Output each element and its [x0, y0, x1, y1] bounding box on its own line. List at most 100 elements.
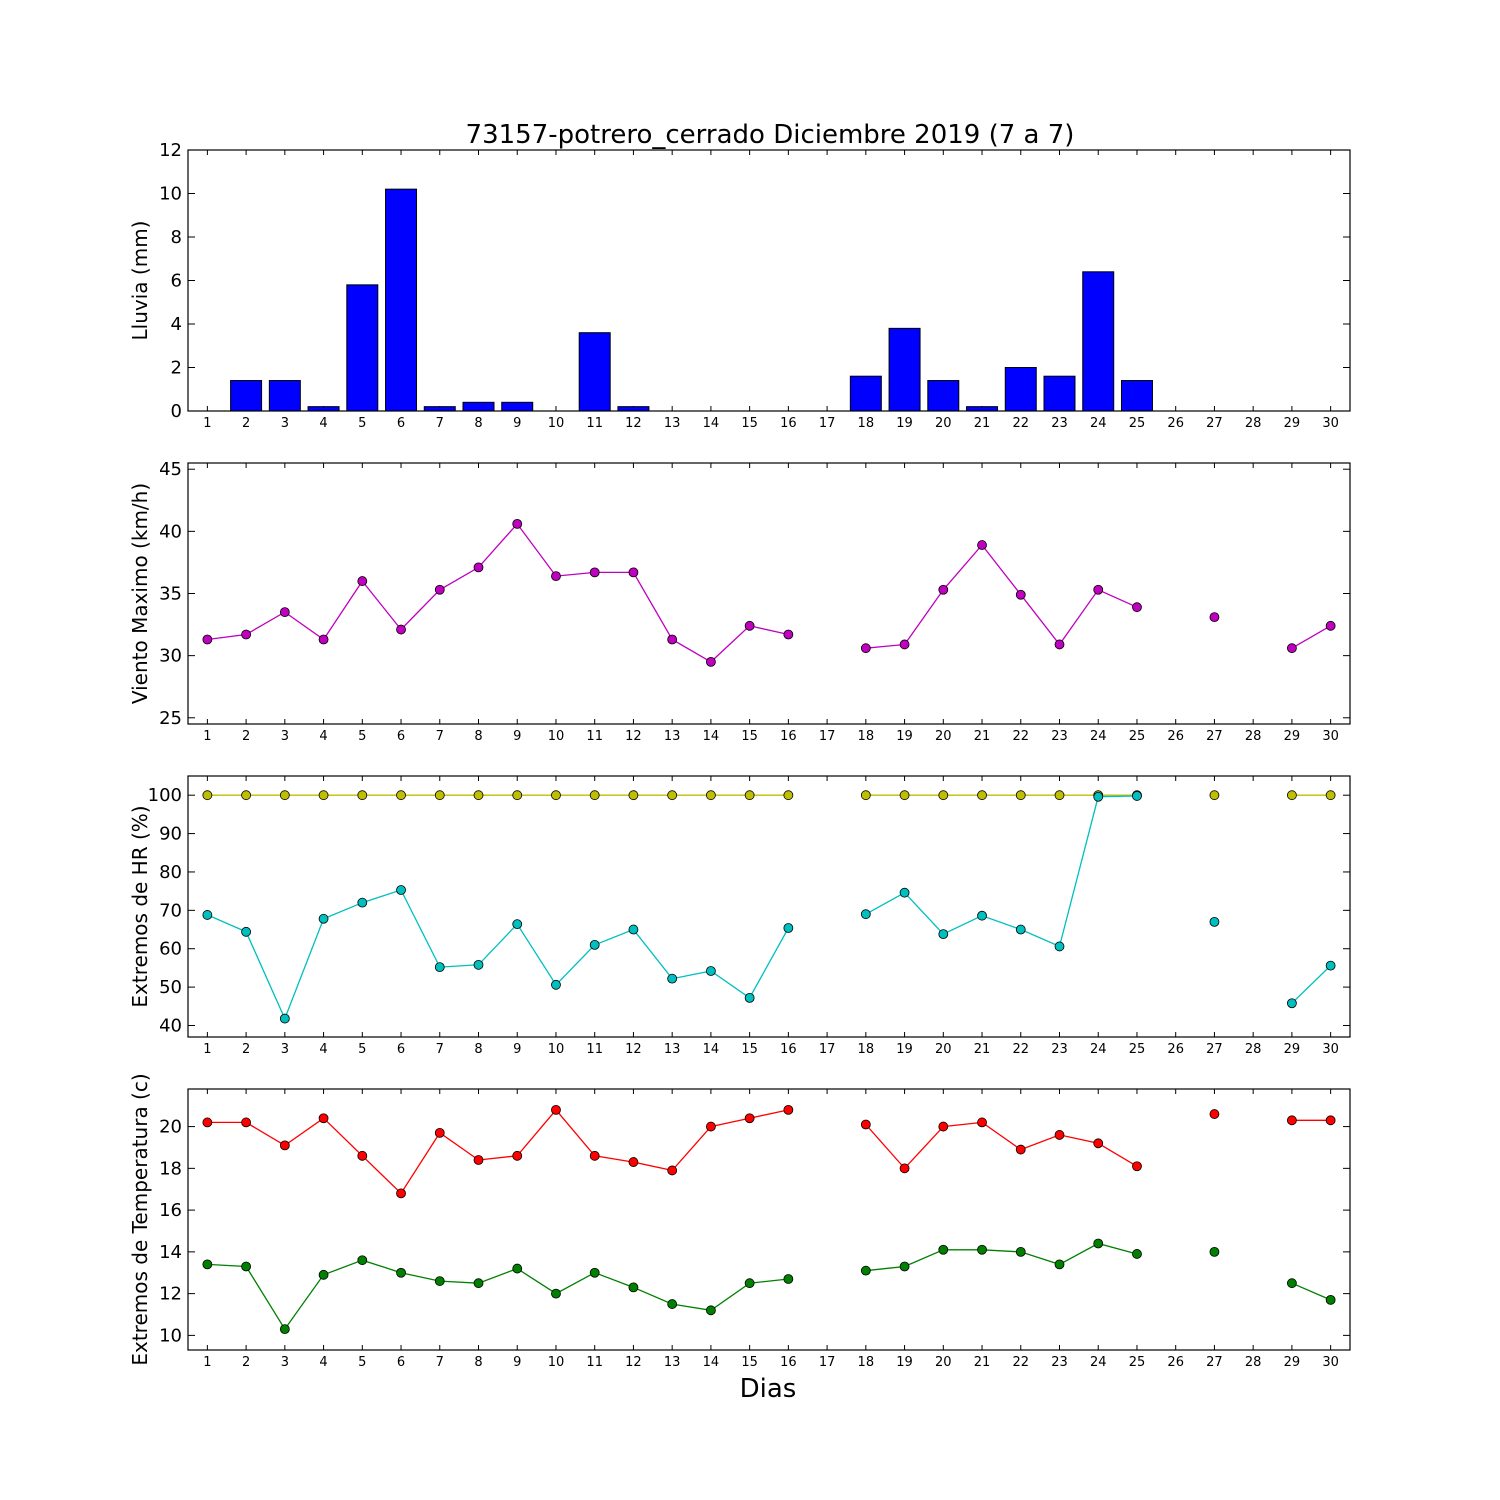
data-point [977, 910, 987, 921]
x-tick-label: 20 [935, 1042, 952, 1057]
data-point [744, 992, 755, 1003]
data-point [977, 790, 987, 801]
x-tick-label: 8 [474, 1355, 482, 1370]
bar [501, 401, 534, 412]
x-tick-label: 29 [1284, 729, 1301, 744]
x-tick-label: 25 [1129, 1355, 1146, 1370]
data-point [1325, 1294, 1336, 1305]
data-point [899, 790, 910, 801]
x-tick-label: 21 [974, 1042, 991, 1057]
y-tick-label: 6 [171, 271, 182, 292]
x-tick-label: 23 [1051, 416, 1068, 431]
data-point [783, 923, 794, 933]
y-tick-label: 8 [171, 227, 182, 248]
data-point [589, 567, 600, 578]
bar [462, 401, 495, 412]
data-point [473, 959, 484, 970]
x-axis-label: Dias [740, 1374, 797, 1404]
data-point [860, 1119, 871, 1130]
x-tick-label: 25 [1129, 416, 1146, 431]
x-tick-label: 16 [780, 1355, 797, 1370]
x-tick-label: 14 [703, 416, 720, 431]
data-point [706, 790, 716, 801]
y-axis-label: Viento Maximo (km/h) [128, 483, 152, 704]
data-point [434, 1276, 445, 1286]
series-line [865, 1242, 1138, 1272]
data-point [551, 571, 561, 581]
data-point [357, 897, 368, 908]
x-tick-label: 9 [513, 1355, 521, 1370]
bar [423, 406, 456, 412]
data-point [434, 1127, 445, 1138]
data-point [241, 926, 252, 937]
data-point [357, 790, 368, 801]
data-point [473, 790, 484, 801]
y-axis-label: Lluvia (mm) [128, 221, 152, 341]
x-tick-label: 3 [281, 416, 289, 431]
x-tick-label: 2 [242, 416, 250, 431]
y-tick-label: 12 [159, 140, 182, 161]
x-tick-label: 20 [935, 1355, 952, 1370]
x-tick-label: 10 [548, 1355, 565, 1370]
data-point [551, 1104, 561, 1115]
x-tick-label: 24 [1090, 729, 1107, 744]
data-point [318, 1113, 329, 1124]
x-tick-label: 17 [819, 1042, 836, 1057]
y-tick-label: 16 [159, 1200, 182, 1221]
data-point [473, 1278, 484, 1289]
x-tick-label: 28 [1245, 729, 1262, 744]
data-point [1015, 1144, 1026, 1155]
x-tick-label: 26 [1167, 1355, 1184, 1370]
data-point [1015, 1246, 1026, 1257]
series-line [1291, 1282, 1331, 1301]
data-point [783, 629, 794, 640]
data-point [667, 973, 678, 984]
x-tick-label: 1 [203, 729, 211, 744]
y-tick-label: 10 [159, 1325, 182, 1346]
data-point [241, 1117, 252, 1128]
x-tick-label: 19 [896, 1042, 913, 1057]
y-tick-label: 2 [171, 358, 182, 379]
data-point [202, 790, 213, 801]
bar [307, 406, 340, 412]
data-point [977, 1117, 987, 1128]
data-point [1287, 1115, 1297, 1126]
plot-frame [187, 149, 1351, 412]
data-point [1093, 791, 1104, 802]
x-tick-label: 27 [1206, 1042, 1223, 1057]
data-point [899, 887, 910, 898]
data-point [706, 1305, 716, 1316]
x-tick-label: 11 [586, 416, 603, 431]
data-point [1054, 941, 1065, 952]
x-tick-label: 10 [548, 416, 565, 431]
data-point [899, 639, 910, 650]
y-tick-label: 40 [159, 1015, 182, 1036]
x-tick-label: 14 [703, 1355, 720, 1370]
data-point [318, 634, 329, 645]
x-tick-label: 22 [1012, 1355, 1029, 1370]
x-tick-label: 29 [1284, 1355, 1301, 1370]
x-tick-label: 4 [319, 1355, 327, 1370]
data-point [1325, 1115, 1336, 1126]
x-tick-label: 18 [858, 729, 875, 744]
x-tick-label: 5 [358, 729, 366, 744]
series-line [207, 522, 789, 663]
x-tick-label: 20 [935, 729, 952, 744]
data-point [783, 790, 794, 801]
x-tick-label: 5 [358, 416, 366, 431]
data-point [551, 1288, 561, 1299]
bar [927, 380, 960, 412]
data-point [1132, 791, 1142, 801]
data-point [1054, 639, 1065, 650]
x-tick-label: 7 [436, 416, 444, 431]
y-tick-label: 40 [159, 521, 182, 542]
data-point [783, 1104, 794, 1115]
series-line [207, 1108, 789, 1195]
data-point [938, 929, 949, 940]
x-tick-label: 24 [1090, 1355, 1107, 1370]
data-point [279, 790, 290, 801]
y-tick-label: 70 [159, 900, 182, 921]
x-tick-label: 30 [1322, 416, 1339, 431]
y-tick-label: 30 [159, 646, 182, 667]
